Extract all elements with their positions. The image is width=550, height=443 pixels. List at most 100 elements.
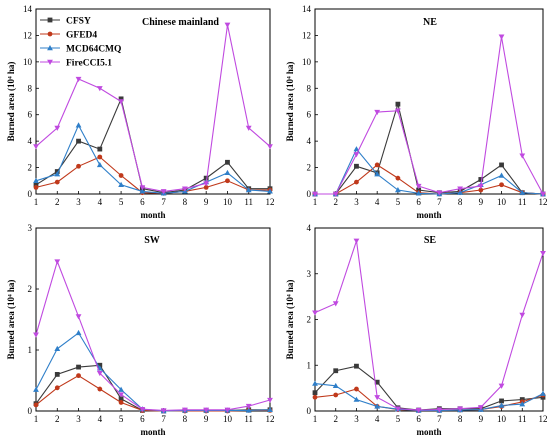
data-point-firecci51 xyxy=(395,108,401,114)
legend-marker xyxy=(47,45,53,51)
data-point-firecci51 xyxy=(353,152,360,158)
data-point-mcd64cmq xyxy=(498,402,505,408)
data-point-firecci51 xyxy=(33,332,39,338)
data-point-gfed4 xyxy=(76,163,81,169)
data-point-cfsy xyxy=(354,163,359,169)
data-point-gfed4 xyxy=(333,392,339,398)
legend-label: FireCCI5.1 xyxy=(66,59,112,69)
y-tick-label: 0 xyxy=(28,189,33,199)
x-tick-label: 2 xyxy=(333,197,338,207)
data-point-gfed4 xyxy=(395,175,401,181)
data-point-cfsy xyxy=(395,101,401,107)
x-tick-label: 5 xyxy=(119,197,124,207)
plot-frame xyxy=(35,8,271,195)
series-line-gfed4 xyxy=(35,156,270,194)
y-tick-label: 2 xyxy=(307,163,312,173)
x-tick-label: 11 xyxy=(518,197,527,207)
data-point-gfed4 xyxy=(312,394,318,400)
data-point-firecci51 xyxy=(374,395,381,401)
series-line-firecci51 xyxy=(35,24,271,192)
data-point-firecci51 xyxy=(139,406,146,413)
x-tick-label: 11 xyxy=(518,414,527,424)
y-axis-title: Burned area (10⁴ ha) xyxy=(285,280,295,360)
data-point-firecci51 xyxy=(182,186,188,192)
data-point-mcd64cmq xyxy=(224,169,231,176)
legend-marker xyxy=(47,59,53,65)
x-tick-label: 5 xyxy=(396,414,401,424)
data-point-mcd64cmq xyxy=(139,188,146,194)
plot-frame xyxy=(314,8,544,195)
data-point-mcd64cmq xyxy=(245,187,252,193)
series-line-mcd64cmq xyxy=(314,383,544,412)
x-tick-label: 10 xyxy=(223,197,233,207)
y-tick-label: 4 xyxy=(307,136,312,146)
y-tick-label: 4 xyxy=(28,136,33,146)
data-point-gfed4 xyxy=(54,385,60,391)
series-line-cfsy xyxy=(314,365,544,411)
data-point-mcd64cmq xyxy=(498,172,505,178)
data-point-mcd64cmq xyxy=(374,171,381,177)
y-tick-label: 0 xyxy=(307,189,312,199)
data-point-firecci51 xyxy=(436,407,443,413)
x-tick-label: 3 xyxy=(76,414,81,424)
data-point-mcd64cmq xyxy=(75,329,82,336)
data-point-gfed4 xyxy=(76,373,81,379)
series-line-cfsy xyxy=(315,101,544,195)
data-point-gfed4 xyxy=(33,402,39,408)
y-tick-label: 1 xyxy=(307,360,312,370)
x-tick-label: 9 xyxy=(479,197,484,207)
data-point-firecci51 xyxy=(139,185,146,191)
data-point-firecci51 xyxy=(75,76,82,83)
data-point-firecci51 xyxy=(54,125,61,131)
data-point-mcd64cmq xyxy=(54,171,61,177)
x-tick-label: 3 xyxy=(354,414,359,424)
y-tick-label: 8 xyxy=(307,83,312,93)
data-point-gfed4 xyxy=(97,386,103,392)
data-point-cfsy xyxy=(499,162,504,168)
data-point-cfsy xyxy=(76,138,81,144)
data-point-cfsy xyxy=(374,379,380,385)
data-point-firecci51 xyxy=(312,191,318,197)
data-point-mcd64cmq xyxy=(118,386,124,392)
plot-frame xyxy=(35,227,271,412)
x-tick-label: 9 xyxy=(204,197,209,207)
series-line-firecci51 xyxy=(314,240,544,411)
data-point-cfsy xyxy=(333,368,339,374)
y-tick-label: 3 xyxy=(28,223,33,233)
x-tick-label: 8 xyxy=(183,414,188,424)
legend-label: CFSY xyxy=(66,17,91,27)
x-tick-label: 6 xyxy=(140,197,145,207)
data-point-mcd64cmq xyxy=(267,188,273,194)
x-tick-label: 7 xyxy=(161,414,166,424)
data-point-mcd64cmq xyxy=(312,380,318,386)
data-point-cfsy xyxy=(33,182,39,188)
data-point-mcd64cmq xyxy=(54,345,61,351)
data-point-mcd64cmq xyxy=(33,386,39,392)
x-tick-label: 2 xyxy=(55,197,60,207)
x-tick-label: 6 xyxy=(416,197,421,207)
data-point-mcd64cmq xyxy=(332,382,339,389)
y-axis-title: Burned area (10⁴ ha) xyxy=(6,280,16,360)
data-point-cfsy xyxy=(499,398,504,404)
data-point-firecci51 xyxy=(540,191,546,197)
x-axis-title: month xyxy=(140,210,165,220)
y-tick-label: 10 xyxy=(302,57,312,67)
data-point-cfsy xyxy=(118,96,124,102)
y-tick-label: 0 xyxy=(28,406,33,416)
data-point-firecci51 xyxy=(182,407,188,413)
series-line-firecci51 xyxy=(315,36,544,195)
data-point-cfsy xyxy=(97,362,103,368)
x-tick-label: 1 xyxy=(34,414,39,424)
y-axis-title: Burned area (10⁴ ha) xyxy=(6,62,16,142)
x-tick-label: 12 xyxy=(539,414,548,424)
data-point-firecci51 xyxy=(203,407,210,413)
data-point-mcd64cmq xyxy=(353,396,360,402)
data-point-firecci51 xyxy=(332,191,339,197)
data-point-firecci51 xyxy=(415,183,422,190)
legend: CFSY GFED4 MCD64CMQ FireCCI5.1 xyxy=(40,17,121,69)
series-line-mcd64cmq xyxy=(35,124,271,194)
data-point-firecci51 xyxy=(312,310,318,316)
x-tick-label: 2 xyxy=(55,414,60,424)
